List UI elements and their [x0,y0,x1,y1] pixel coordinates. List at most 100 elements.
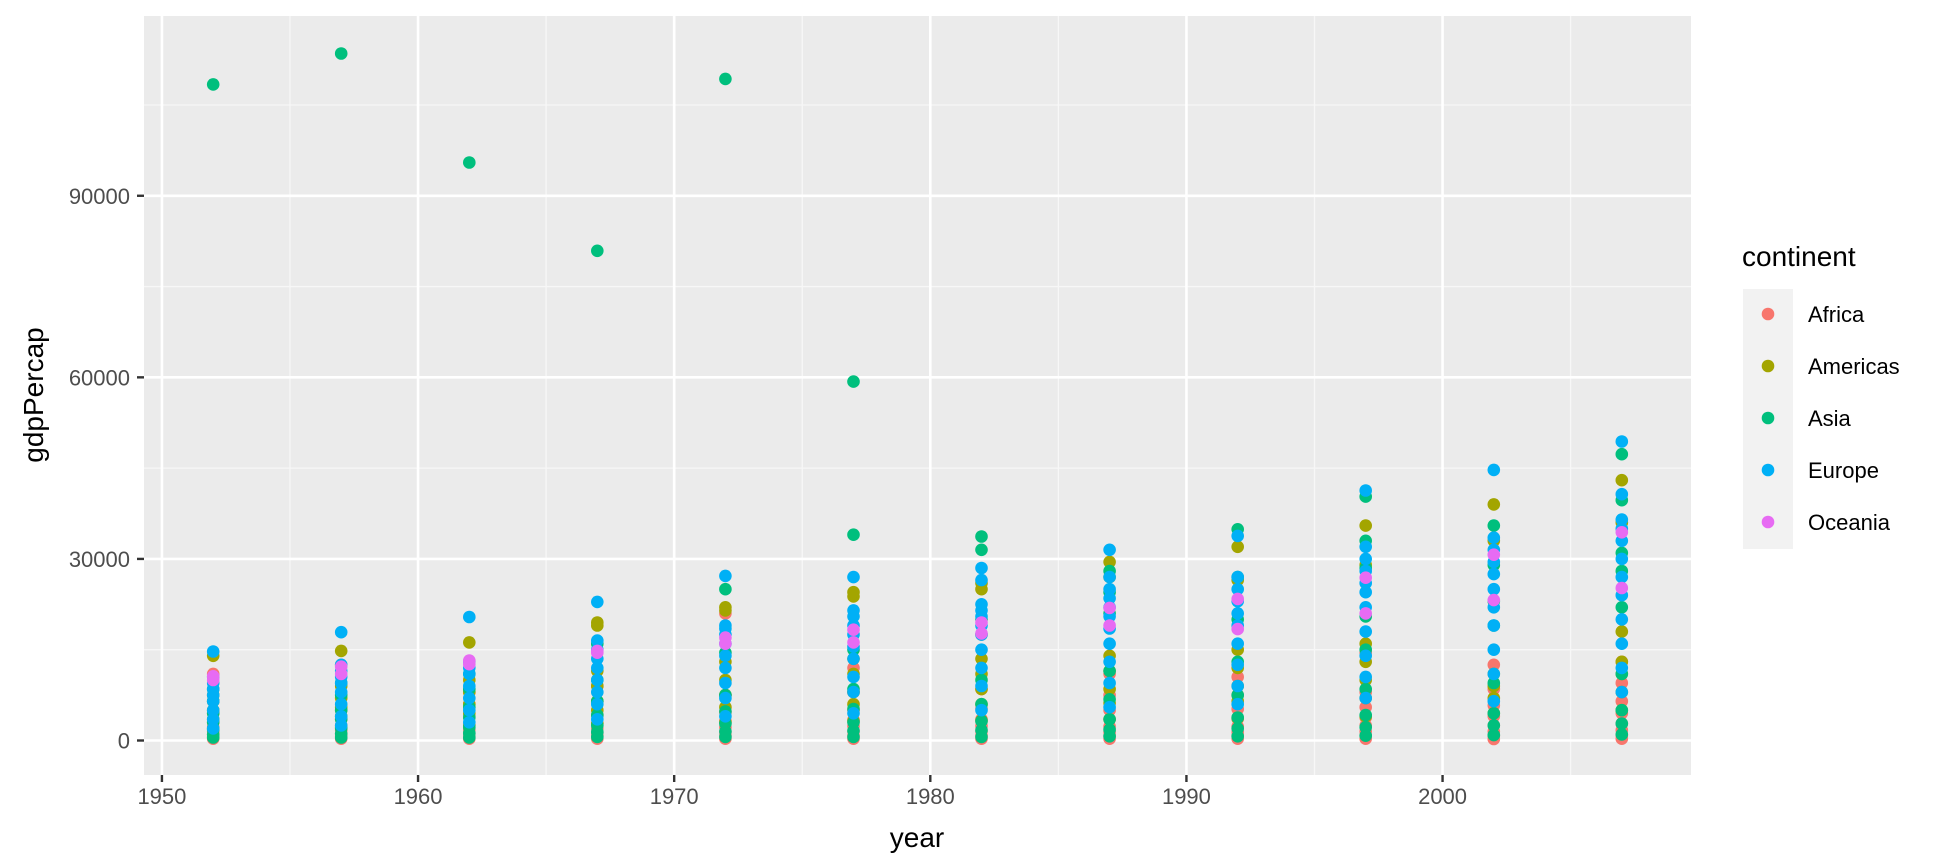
point-europe [975,703,988,717]
major-gridlines [144,16,1691,775]
point-asia [1487,719,1501,732]
point-europe [719,710,732,723]
legend-key-americas [1761,359,1775,373]
point-asia [1615,703,1629,717]
point-americas [1231,540,1244,554]
point-asia [1615,447,1629,461]
point-asia [719,72,732,86]
point-europe [463,679,476,693]
point-europe [1615,637,1629,650]
point-oceania [975,627,988,640]
point-americas [1615,473,1629,487]
point-oceania [1103,601,1116,615]
point-oceania [847,636,860,649]
point-asia [847,375,860,388]
point-europe [1231,697,1244,711]
point-europe [206,713,220,726]
point-oceania [1615,526,1629,539]
y-tick-label: 60000 [69,365,130,390]
point-asia [1103,713,1116,726]
point-europe [1615,685,1629,699]
point-asia [1487,519,1501,532]
point-oceania [847,623,860,636]
point-americas [591,616,604,629]
point-europe [334,625,348,639]
y-tick-label: 30000 [69,547,130,572]
point-europe [463,703,476,717]
point-europe [1103,655,1116,669]
point-europe [334,719,348,732]
point-americas [1103,555,1116,569]
point-asia [1231,711,1244,724]
point-europe [1359,649,1372,663]
point-oceania [334,660,348,673]
legend-key-oceania [1761,515,1775,529]
point-europe [719,649,732,663]
x-axis-title: year [890,822,944,853]
point-asia [1615,728,1629,741]
point-europe [1103,570,1116,584]
point-europe [463,716,476,729]
point-europe [1231,529,1244,543]
legend-key-asia [1761,411,1775,425]
point-europe [463,610,476,624]
point-europe [1615,435,1629,448]
point-europe [591,697,604,711]
point-europe [1615,570,1629,584]
point-africa [1615,676,1629,690]
point-asia [591,244,604,258]
point-europe [975,561,988,575]
legend: continent Africa Americas Asia Europe Oceani… [1742,241,1900,549]
point-europe [847,604,860,617]
point-europe [1487,694,1501,708]
point-africa [1615,694,1629,708]
x-tick-label: 1970 [650,784,699,809]
point-europe [334,710,348,723]
point-oceania [1231,592,1244,606]
point-europe [1359,540,1372,554]
point-europe [719,619,732,632]
point-asia [1487,728,1501,742]
x-tick-label: 1990 [1162,784,1211,809]
point-asia [463,156,476,169]
point-europe [1231,658,1244,672]
point-americas [975,652,988,666]
point-europe [1231,570,1244,584]
point-asia [719,582,732,596]
legend-label-americas: Americas [1808,354,1900,379]
y-tick-label: 90000 [69,184,130,209]
point-americas [719,601,732,614]
point-americas [334,644,348,658]
point-oceania [206,670,220,683]
point-asia [1359,682,1372,696]
point-europe [847,652,860,666]
point-europe [719,676,732,690]
point-europe [206,722,220,735]
point-oceania [1231,622,1244,636]
point-europe [1103,637,1116,650]
point-europe [206,703,220,717]
point-asia [1615,601,1629,614]
point-europe [1359,691,1372,705]
point-americas [1615,625,1629,638]
x-tick-label: 2000 [1418,784,1467,809]
data-points [206,47,1629,746]
point-oceania [1487,593,1501,607]
point-oceania [1487,548,1501,561]
point-americas [1487,498,1501,511]
legend-items: Africa Americas Asia Europe Oceania [1761,302,1900,535]
point-europe [1231,607,1244,620]
point-europe [1359,484,1372,497]
x-tick-label: 1950 [137,784,186,809]
minor-gridlines [144,16,1691,775]
point-americas [1359,519,1372,532]
point-europe [1103,582,1116,596]
point-europe [1615,552,1629,566]
point-asia [1103,723,1116,736]
point-asia [1359,708,1372,722]
point-europe [591,713,604,726]
point-europe [591,595,604,609]
point-europe [719,691,732,705]
point-oceania [1103,619,1116,632]
